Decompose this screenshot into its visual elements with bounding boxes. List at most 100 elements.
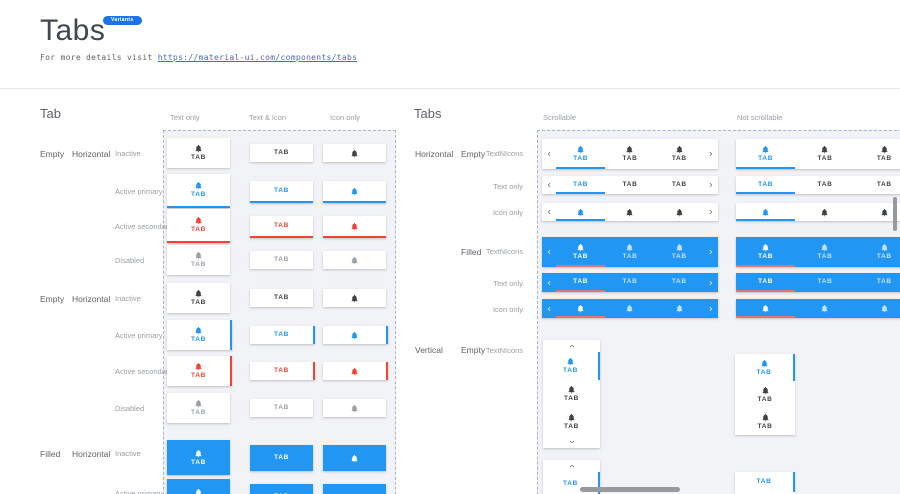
tab[interactable] <box>795 299 854 318</box>
tab-cell-icon-disabled[interactable] <box>323 251 386 269</box>
tab-active[interactable] <box>736 203 796 221</box>
scroll-left-button[interactable] <box>542 237 556 267</box>
scroll-left-button[interactable] <box>542 299 556 318</box>
tab[interactable]: TAB <box>655 237 704 267</box>
tab-active[interactable]: TAB <box>736 237 796 267</box>
tab-cell-text-active-primary-vertical[interactable]: TAB <box>250 326 315 344</box>
tab-cell-text-inactive[interactable]: TAB <box>250 289 313 307</box>
tab[interactable]: TAB <box>795 176 854 194</box>
scroll-right-button[interactable] <box>704 176 718 194</box>
tab[interactable]: TAB <box>605 139 654 169</box>
tab[interactable]: TAB <box>795 273 854 292</box>
tab-cell-filled-icon[interactable] <box>323 484 386 494</box>
tab[interactable]: TAB <box>605 273 654 292</box>
tab[interactable]: TAB <box>735 408 795 435</box>
tab[interactable]: TAB <box>605 237 654 267</box>
bell-icon <box>194 362 203 371</box>
tab-cell-text-disabled[interactable]: TAB <box>250 399 313 417</box>
scroll-right-button[interactable] <box>704 299 718 318</box>
tab-cell-text-inactive[interactable]: TAB <box>250 144 313 162</box>
tab-cell-text-icon-inactive[interactable]: TAB <box>167 283 230 313</box>
tab-active[interactable]: TAB <box>736 273 796 292</box>
tab-cell-text-icon-inactive[interactable]: TAB <box>167 138 230 168</box>
tab-cell-icon-active-secondary[interactable] <box>323 216 386 238</box>
tab-active[interactable] <box>736 299 796 318</box>
tab[interactable]: TAB <box>543 408 600 436</box>
tab-active[interactable]: TAB <box>556 237 606 267</box>
active-indicator <box>736 265 796 267</box>
scroll-left-button[interactable] <box>542 273 556 292</box>
tab-active[interactable]: TAB <box>736 176 796 194</box>
tab[interactable] <box>795 203 854 221</box>
tab-cell-icon-active-primary-vertical[interactable] <box>323 326 388 344</box>
scroll-right-button[interactable] <box>704 139 718 169</box>
active-indicator <box>556 316 606 318</box>
tab[interactable]: TAB <box>855 273 900 292</box>
tab-active[interactable]: TAB <box>543 472 600 494</box>
tab-cell-icon-inactive[interactable] <box>323 289 386 307</box>
tab[interactable]: TAB <box>735 381 795 408</box>
tab[interactable]: TAB <box>855 176 900 194</box>
tab-cell-filled-icon[interactable] <box>323 445 386 471</box>
scroll-left-button[interactable] <box>542 203 556 221</box>
bell-icon <box>760 359 769 368</box>
tab-cell-filled-text-icon[interactable]: TAB <box>167 479 230 494</box>
docs-link[interactable]: https://material-ui.com/components/tabs <box>157 53 358 62</box>
tab-active[interactable]: TAB <box>735 472 795 492</box>
tab-cell-text-icon-active-secondary[interactable]: TAB <box>167 209 230 243</box>
tab-cell-text-icon-active-secondary-vertical[interactable]: TAB <box>167 356 232 386</box>
tab[interactable]: TAB <box>543 380 600 408</box>
tab-cell-text-active-primary[interactable]: TAB <box>250 181 313 203</box>
horizontal-scrollbar-thumb[interactable] <box>580 487 680 492</box>
tab[interactable]: TAB <box>855 237 900 267</box>
scroll-left-button[interactable] <box>542 176 556 194</box>
tab[interactable] <box>655 203 704 221</box>
tab-cell-filled-text-icon[interactable]: TAB <box>167 440 230 475</box>
tab-cell-icon-disabled[interactable] <box>323 399 386 417</box>
scroll-up-button[interactable] <box>543 460 600 472</box>
tab[interactable]: TAB <box>795 139 854 169</box>
tab-cell-text-icon-active-primary[interactable]: TAB <box>167 174 230 208</box>
tab-active[interactable]: TAB <box>543 352 600 380</box>
tab-label: TAB <box>274 148 289 156</box>
tab-cell-icon-active-secondary-vertical[interactable] <box>323 362 388 380</box>
tab-active[interactable]: TAB <box>556 176 606 194</box>
tab[interactable] <box>605 203 654 221</box>
tab-active[interactable]: TAB <box>556 139 606 169</box>
tab[interactable] <box>655 299 704 318</box>
tab[interactable]: TAB <box>795 237 854 267</box>
tab[interactable]: TAB <box>655 139 704 169</box>
tab-cell-text-icon-disabled[interactable]: TAB <box>167 393 230 423</box>
tab-active[interactable] <box>556 203 606 221</box>
tab[interactable]: TAB <box>655 176 704 194</box>
tab-active[interactable]: TAB <box>556 273 606 292</box>
tabs-bar-fixed-icons <box>736 203 900 221</box>
vertical-scrollbar-thumb[interactable] <box>893 197 897 231</box>
tab-cell-filled-text[interactable]: TAB <box>250 484 313 494</box>
scroll-down-button[interactable] <box>543 436 600 448</box>
scroll-left-button[interactable] <box>542 139 556 169</box>
scroll-up-button[interactable] <box>543 340 600 352</box>
row-label: TextNIcons <box>485 247 523 256</box>
tab-cell-text-disabled[interactable]: TAB <box>250 251 313 269</box>
tab-cell-text-icon-active-primary-vertical[interactable]: TAB <box>167 320 232 350</box>
tab[interactable] <box>855 299 900 318</box>
scroll-right-button[interactable] <box>704 237 718 267</box>
tab-active[interactable] <box>556 299 606 318</box>
tab-cell-icon-active-primary[interactable] <box>323 181 386 203</box>
tab-cell-text-icon-disabled[interactable]: TAB <box>167 245 230 275</box>
tab[interactable]: TAB <box>655 273 704 292</box>
tab[interactable]: TAB <box>605 176 654 194</box>
tab-cell-text-active-secondary-vertical[interactable]: TAB <box>250 362 315 380</box>
tab[interactable] <box>605 299 654 318</box>
tab-cell-icon-inactive[interactable] <box>323 144 386 162</box>
tab-cell-filled-text[interactable]: TAB <box>250 445 313 471</box>
bell-icon <box>194 488 203 494</box>
tab-active[interactable]: TAB <box>735 354 795 381</box>
scroll-right-button[interactable] <box>704 203 718 221</box>
tab[interactable]: TAB <box>855 139 900 169</box>
tab-active[interactable]: TAB <box>736 139 796 169</box>
chevron-right-icon <box>707 305 715 313</box>
tab-cell-text-active-secondary[interactable]: TAB <box>250 216 313 238</box>
scroll-right-button[interactable] <box>704 273 718 292</box>
